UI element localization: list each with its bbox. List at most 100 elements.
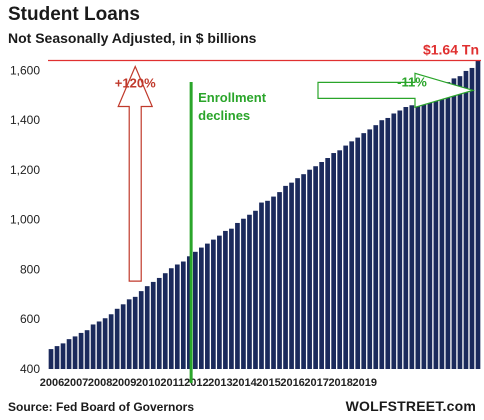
bar: [325, 158, 330, 369]
bar: [223, 230, 228, 369]
y-axis: 400 600 800 1,000 1,200 1,400 1,600: [10, 63, 40, 376]
x-tick-label: 2013: [208, 377, 232, 389]
x-axis: 2006 2007 2008 2009 2010 2011 2012 2013 2014 2015…: [40, 377, 377, 389]
annotations: $1.64 Tn +120% Enrollment declines -11%: [48, 41, 481, 383]
enrollment-label-line2: declines: [198, 108, 250, 123]
x-tick-label: 2009: [112, 377, 136, 389]
source-note: Source: Fed Board of Governors: [8, 400, 195, 414]
bar: [156, 277, 162, 369]
x-tick-label: 2006: [40, 377, 64, 389]
bar: [385, 117, 391, 369]
bar: [409, 105, 415, 369]
bar: [162, 273, 168, 369]
bar: [72, 336, 78, 369]
bar: [247, 214, 252, 369]
x-tick-label: 2012: [184, 377, 208, 389]
bar: [289, 182, 294, 369]
bar: [463, 70, 469, 370]
bar: [205, 243, 210, 369]
bar: [331, 153, 337, 369]
bar: [349, 141, 355, 369]
brand-logo: WOLFSTREET.com: [345, 398, 476, 414]
bar: [84, 330, 90, 369]
decline-label: -11%: [397, 74, 427, 89]
bar: [180, 261, 186, 369]
bar: [144, 286, 150, 369]
bar: [108, 314, 114, 369]
growth-arrow: [117, 64, 154, 282]
bar: [186, 256, 192, 369]
bar: [367, 129, 373, 369]
bar: [168, 268, 174, 369]
x-tick-label: 2016: [280, 377, 304, 389]
bar: [54, 346, 60, 369]
bar: [120, 304, 126, 369]
bar: [343, 145, 349, 369]
bar: [337, 150, 343, 369]
x-tick-label: 2019: [353, 377, 377, 389]
x-tick-label: 2017: [304, 377, 328, 389]
bar: [415, 100, 421, 369]
bar: [391, 113, 397, 370]
x-tick-label: 2010: [136, 377, 160, 389]
bar: [445, 82, 451, 369]
x-tick-label: 2007: [64, 377, 88, 389]
enrollment-label-line1: Enrollment: [198, 90, 267, 105]
y-tick-label: 1,000: [10, 213, 40, 227]
bar: [271, 196, 276, 369]
bar: [96, 321, 102, 369]
decline-arrow: [317, 72, 476, 109]
bar: [126, 299, 132, 369]
bar: [277, 192, 282, 369]
bar: [241, 218, 246, 369]
bar: [469, 67, 475, 370]
y-tick-label: 800: [20, 262, 40, 276]
chart-subtitle: Not Seasonally Adjusted, in $ billions: [8, 30, 257, 46]
bar: [66, 339, 72, 369]
bar: [355, 137, 361, 369]
bar: [397, 110, 403, 370]
bar: [102, 318, 108, 369]
y-tick-label: 1,200: [10, 163, 40, 177]
y-tick-label: 1,600: [10, 63, 40, 77]
x-tick-label: 2015: [256, 377, 280, 389]
x-tick-label: 2014: [232, 377, 257, 389]
bar: [211, 239, 216, 369]
bar: [217, 235, 222, 369]
bar: [60, 343, 66, 369]
bar: [295, 178, 300, 369]
x-tick-label: 2008: [88, 377, 112, 389]
bar: [427, 92, 433, 370]
bar: [313, 166, 318, 369]
bar: [457, 76, 463, 369]
bar: [235, 222, 240, 369]
bar: [48, 349, 54, 369]
bar: [403, 107, 409, 369]
bar: [301, 174, 306, 369]
growth-label: +120%: [115, 75, 156, 90]
bar: [138, 291, 144, 369]
y-tick-label: 400: [20, 362, 40, 376]
bar: [433, 89, 439, 369]
bar: [421, 97, 427, 369]
peak-label: $1.64 Tn: [423, 41, 479, 57]
chart-title: Student Loans: [8, 4, 140, 25]
bar: [192, 251, 198, 369]
bar: [439, 85, 445, 370]
bar: [174, 264, 180, 369]
x-tick-label: 2018: [328, 377, 352, 389]
bar: [283, 185, 288, 369]
x-tick-label: 2011: [160, 377, 184, 389]
bar: [114, 308, 120, 369]
bar: [199, 247, 204, 369]
bars-group: [48, 60, 481, 370]
bar: [253, 210, 258, 369]
bar: [259, 202, 264, 369]
y-tick-label: 600: [20, 312, 40, 326]
bar: [78, 332, 84, 369]
bar: [361, 133, 367, 369]
bar: [150, 281, 156, 369]
bar: [132, 296, 138, 369]
